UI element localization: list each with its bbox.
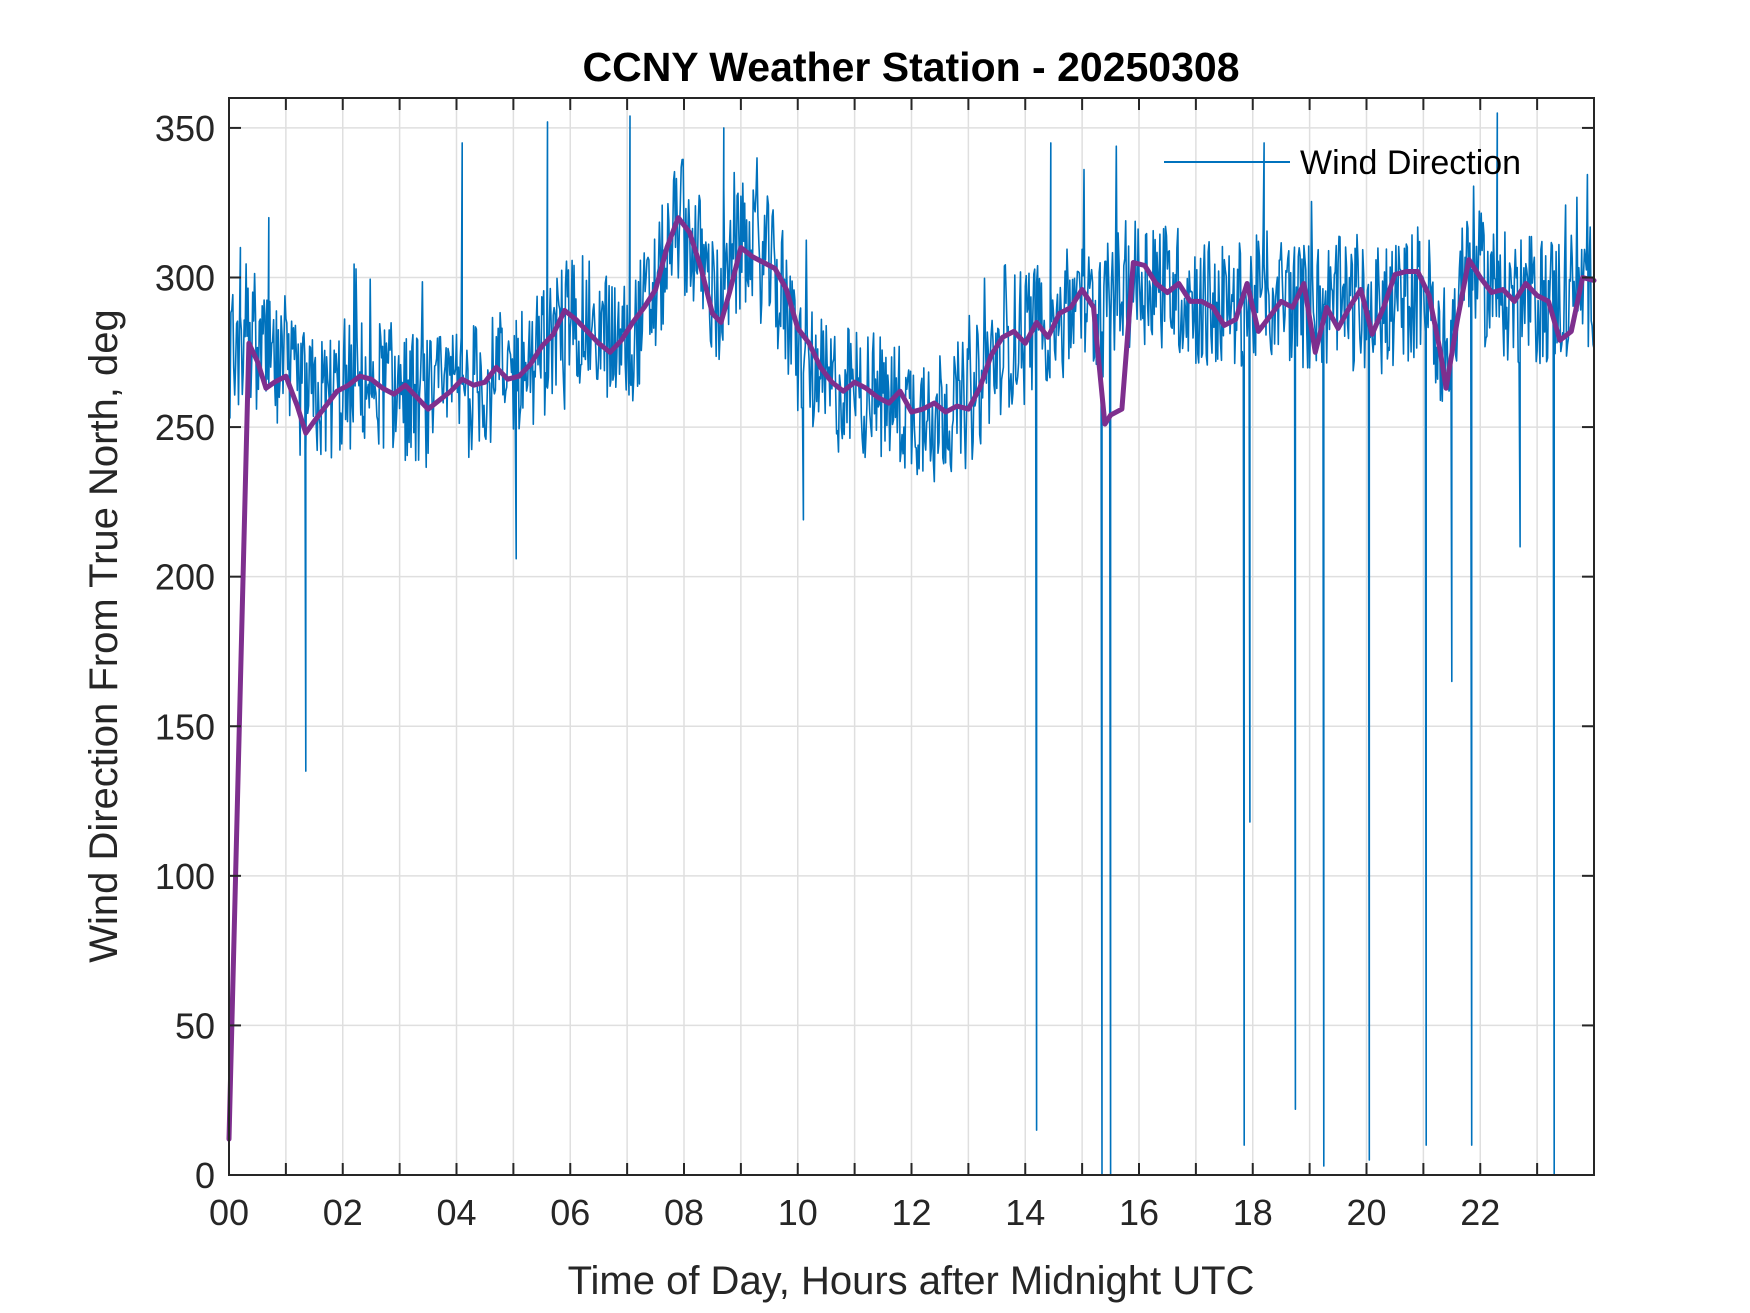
x-tick-label: 14	[1005, 1192, 1045, 1233]
y-tick-label: 300	[155, 258, 215, 299]
legend: Wind Direction	[1164, 144, 1521, 182]
y-tick-label: 150	[155, 706, 215, 747]
grid	[229, 98, 1594, 1175]
y-tick-label: 350	[155, 108, 215, 149]
smoothed-wind-direction-series	[226, 215, 1597, 1142]
y-tick-label: 200	[155, 557, 215, 598]
x-tick-label: 04	[436, 1192, 476, 1233]
y-tick-label: 250	[155, 407, 215, 448]
axis-ticks: 00 02 04 06 08 10 12 14 16 18 20 22 0 50 100 150 200 250 3…	[155, 98, 1595, 1233]
x-tick-label: 00	[209, 1192, 249, 1233]
x-tick-label: 18	[1233, 1192, 1273, 1233]
chart-title: CCNY Weather Station - 20250308	[582, 44, 1239, 90]
x-tick-label: 02	[323, 1192, 363, 1233]
y-tick-label: 0	[195, 1155, 215, 1196]
x-tick-label: 12	[891, 1192, 931, 1233]
y-tick-label: 100	[155, 856, 215, 897]
y-axis-label: Wind Direction From True North, deg	[82, 309, 126, 963]
wind-direction-series	[228, 112, 1595, 1176]
legend-label-wind-direction: Wind Direction	[1300, 144, 1521, 182]
x-tick-label: 20	[1346, 1192, 1386, 1233]
x-tick-label: 08	[664, 1192, 704, 1233]
x-axis-label: Time of Day, Hours after Midnight UTC	[568, 1259, 1255, 1303]
x-tick-label: 16	[1119, 1192, 1159, 1233]
smoothed-wind-direction-line	[226, 215, 1597, 1142]
x-tick-label: 06	[550, 1192, 590, 1233]
y-tick-label: 50	[175, 1005, 215, 1046]
x-tick-label: 10	[778, 1192, 818, 1233]
wind-direction-line	[228, 112, 1595, 1176]
x-tick-label: 22	[1460, 1192, 1500, 1233]
